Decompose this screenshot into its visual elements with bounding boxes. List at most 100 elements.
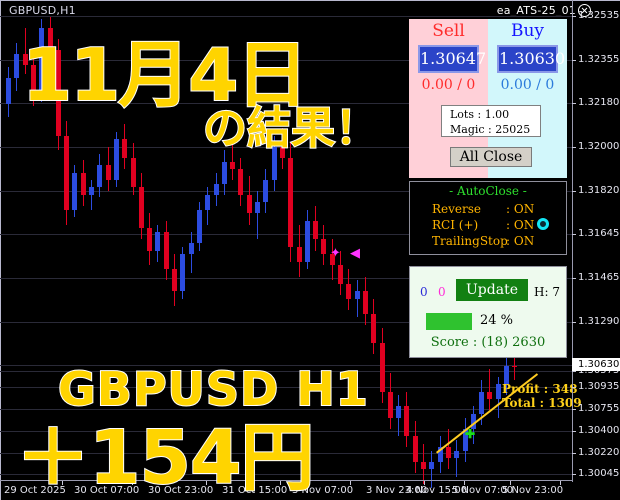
candle-wick xyxy=(431,450,433,489)
sell-title: Sell xyxy=(432,21,465,41)
price-tick-mark xyxy=(572,409,576,410)
price-tick: 1.30220 xyxy=(572,447,620,458)
time-tick-label: 5 Nov 07:00 xyxy=(452,485,514,496)
candle-wick xyxy=(257,191,258,240)
overlay-pair-text: GBPUSD H1 xyxy=(57,361,369,417)
candle-body xyxy=(371,313,377,344)
candle-body xyxy=(89,187,94,195)
time-tick-mark xyxy=(510,481,511,485)
price-tick-mark xyxy=(572,431,576,432)
autoclose-row-rci[interactable]: RCI (+): ON xyxy=(432,218,534,232)
candle-body xyxy=(296,246,302,262)
time-tick-label: 3 Nov 07:00 xyxy=(292,485,354,496)
candle-body xyxy=(55,50,61,136)
grid-line xyxy=(0,365,572,366)
candle-body xyxy=(138,187,144,229)
candle-body xyxy=(445,447,451,459)
sell-position-summary: 0.00 / 0 xyxy=(421,77,476,93)
candle-wick xyxy=(356,280,358,318)
autoclose-reverse-sep: : xyxy=(506,202,514,216)
candle-body xyxy=(329,254,335,266)
grid-line xyxy=(0,431,572,432)
price-tick-mark xyxy=(572,60,576,61)
candle-body xyxy=(163,232,169,270)
time-tick-mark xyxy=(560,481,561,485)
all-close-button[interactable]: All Close xyxy=(450,147,532,167)
candle-body xyxy=(72,172,78,210)
grid-line xyxy=(0,60,572,61)
grid-line xyxy=(0,322,572,323)
autoclose-title: - AutoClose - xyxy=(449,184,527,198)
time-tick-label: 31 Oct 15:00 xyxy=(222,485,288,496)
price-tick-label: 1.31290 xyxy=(578,316,620,327)
buy-title: Buy xyxy=(510,21,545,41)
symbol-label: GBPUSD,H1 xyxy=(9,4,76,17)
price-tick-label: 1.30935 xyxy=(578,381,620,392)
candle-body xyxy=(346,283,352,299)
grid-line xyxy=(0,16,572,17)
candle-wick xyxy=(489,369,491,411)
price-tick-label: 1.32180 xyxy=(578,97,620,108)
candle-body xyxy=(354,291,360,299)
candle-body xyxy=(288,157,294,247)
progress-percent-label: 24 % xyxy=(480,313,514,328)
candle-body xyxy=(279,146,285,158)
hours-label: H: 7 xyxy=(534,285,560,299)
price-tick: 1.30935 xyxy=(572,381,620,392)
price-tick-mark xyxy=(572,191,576,192)
time-axis[interactable]: 29 Oct 2025 30 Oct 07:00 30 Oct 23:00 31 Oc… xyxy=(0,480,572,500)
candle-body xyxy=(238,168,244,195)
candle-body xyxy=(6,78,11,104)
grid-line xyxy=(0,278,572,279)
overlay-profit-text: ＋154円 xyxy=(15,414,315,500)
candle-body xyxy=(155,232,161,251)
grid-line xyxy=(0,191,572,192)
sell-price-button[interactable]: 1.30647 xyxy=(418,45,486,73)
update-button[interactable]: Update xyxy=(456,279,528,301)
candle-wick xyxy=(91,180,92,210)
candle-body xyxy=(205,194,211,210)
time-tick-label: 4 Nov 15:00 xyxy=(406,485,468,496)
close-circle-icon[interactable] xyxy=(578,4,591,17)
score-label: Score : (18) 2630 xyxy=(430,335,546,350)
candle-body xyxy=(122,139,128,158)
candle-wick xyxy=(232,139,234,181)
price-tick-label: 1.31645 xyxy=(578,228,620,239)
candle-body xyxy=(421,462,426,470)
autoclose-row-reverse[interactable]: Reverse: ON xyxy=(432,202,534,216)
price-tick: 1.31465 xyxy=(572,272,620,283)
buy-price-button[interactable]: 1.30630 xyxy=(497,45,565,73)
candle-body xyxy=(263,180,269,203)
current-marker: ✚ xyxy=(465,427,476,441)
update-panel: 0 0 Update H: 7 24 % Score : (18) 2630 xyxy=(409,266,567,358)
time-tick-mark xyxy=(206,481,207,485)
profit-annotation: Profit : 348 xyxy=(502,382,578,396)
price-tick-label: 1.31820 xyxy=(578,185,620,196)
candle-wick xyxy=(24,27,26,75)
time-tick-label: 30 Oct 23:00 xyxy=(148,485,214,496)
chart-plot-area[interactable] xyxy=(0,14,572,489)
candle-wick xyxy=(514,339,516,381)
grid-line xyxy=(0,147,572,148)
autoclose-rci-value: ON xyxy=(513,218,535,232)
autoclose-rci-key: RCI (+) xyxy=(432,218,479,232)
price-tick-label: 1.32000 xyxy=(578,141,620,152)
price-axis[interactable]: 1.32535 1.32355 1.32180 1.32000 1.31820 1.316… xyxy=(572,0,620,482)
total-annotation: Total : 1309 xyxy=(502,396,582,410)
autoclose-row-trailingstop[interactable]: TrailingStop: ON xyxy=(432,234,534,248)
candle-body xyxy=(429,462,435,470)
progress-bar-fill xyxy=(426,313,472,330)
lots-magic-box: Lots : 1.00 Magic : 25025 xyxy=(441,105,541,137)
time-tick-mark xyxy=(280,481,281,485)
candle-body xyxy=(105,165,111,181)
price-tick-mark xyxy=(572,16,576,17)
candle-body xyxy=(338,265,343,284)
price-tick: 1.31820 xyxy=(572,185,620,196)
status-dot-icon[interactable] xyxy=(537,218,549,230)
candle-body xyxy=(379,343,385,392)
candle-body xyxy=(39,27,45,95)
candle-body xyxy=(304,220,310,262)
candle-body xyxy=(479,391,485,414)
counter-magenta: 0 xyxy=(438,285,446,299)
